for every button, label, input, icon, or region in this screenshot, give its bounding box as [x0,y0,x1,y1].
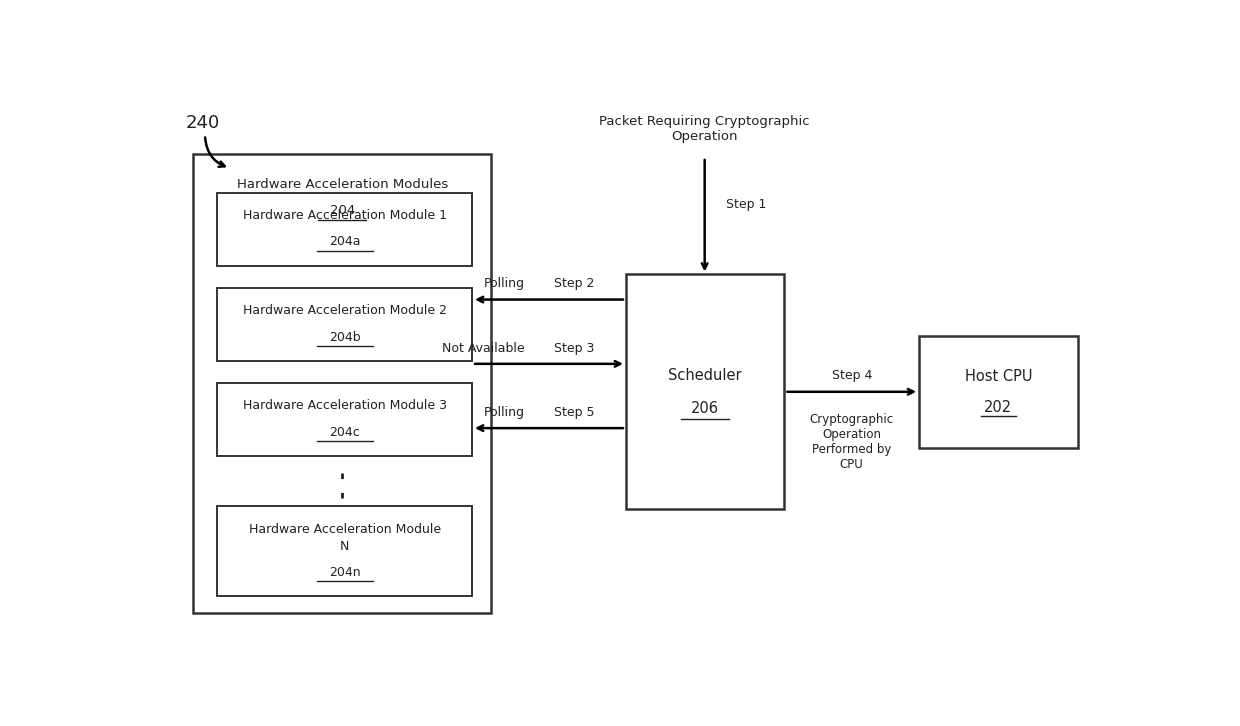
Text: 204c: 204c [330,425,360,439]
Text: Polling: Polling [484,277,525,290]
Bar [626,274,785,509]
Text: 204a: 204a [329,235,361,248]
Text: Hardware Acceleration Module 2: Hardware Acceleration Module 2 [243,304,446,317]
Text: Cryptographic
Operation
Performed by
CPU: Cryptographic Operation Performed by CPU [810,413,894,471]
Bar [193,154,491,613]
Text: Scheduler: Scheduler [668,367,742,383]
Bar [217,507,472,596]
Text: Hardware Acceleration Modules: Hardware Acceleration Modules [237,179,448,192]
Text: Hardware Acceleration Module 1: Hardware Acceleration Module 1 [243,209,446,222]
Text: Host CPU: Host CPU [965,369,1032,383]
Text: Step 4: Step 4 [832,369,872,382]
Text: 204b: 204b [329,330,361,343]
Text: 202: 202 [985,400,1012,415]
Text: Step 5: Step 5 [554,406,594,419]
Text: Step 3: Step 3 [554,342,594,355]
Text: Hardware Acceleration Module 3: Hardware Acceleration Module 3 [243,399,446,412]
Text: 204: 204 [330,203,355,216]
Text: Polling: Polling [484,406,525,419]
Text: N: N [340,540,350,553]
Bar [217,383,472,456]
Text: Hardware Acceleration Module: Hardware Acceleration Module [249,523,441,537]
Text: 206: 206 [691,401,719,416]
Bar [919,336,1078,448]
Bar [217,193,472,266]
Text: Not Available: Not Available [443,342,525,355]
Text: Step 1: Step 1 [725,198,766,211]
Bar [217,288,472,361]
Text: Step 2: Step 2 [554,277,594,290]
Text: Packet Requiring Cryptographic
Operation: Packet Requiring Cryptographic Operation [599,115,810,143]
Text: 240: 240 [186,115,219,132]
Text: 204n: 204n [329,566,361,579]
